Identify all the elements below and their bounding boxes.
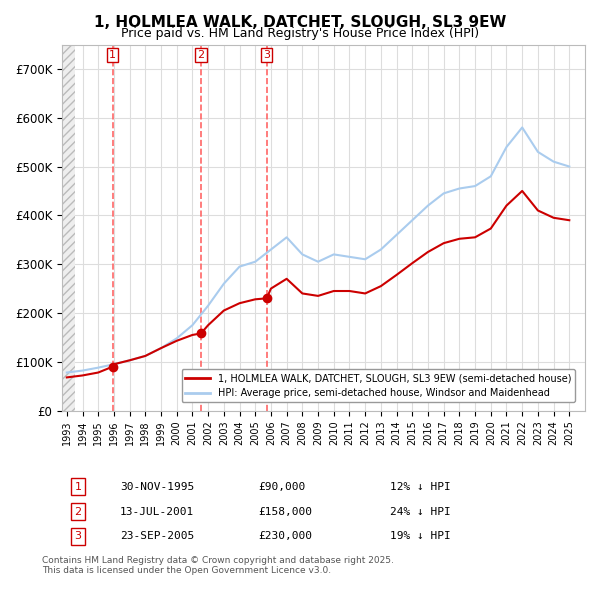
Text: 13-JUL-2001: 13-JUL-2001 xyxy=(120,507,194,516)
Text: 2: 2 xyxy=(74,507,82,516)
Text: Price paid vs. HM Land Registry's House Price Index (HPI): Price paid vs. HM Land Registry's House … xyxy=(121,27,479,40)
Text: £158,000: £158,000 xyxy=(258,507,312,516)
Text: 1, HOLMLEA WALK, DATCHET, SLOUGH, SL3 9EW: 1, HOLMLEA WALK, DATCHET, SLOUGH, SL3 9E… xyxy=(94,15,506,30)
Text: 3: 3 xyxy=(263,50,270,60)
Text: 23-SEP-2005: 23-SEP-2005 xyxy=(120,532,194,541)
Text: 3: 3 xyxy=(74,532,82,541)
Text: 30-NOV-1995: 30-NOV-1995 xyxy=(120,482,194,491)
Legend: 1, HOLMLEA WALK, DATCHET, SLOUGH, SL3 9EW (semi-detached house), HPI: Average pr: 1, HOLMLEA WALK, DATCHET, SLOUGH, SL3 9E… xyxy=(182,369,575,402)
Text: Contains HM Land Registry data © Crown copyright and database right 2025.
This d: Contains HM Land Registry data © Crown c… xyxy=(42,556,394,575)
Text: 19% ↓ HPI: 19% ↓ HPI xyxy=(390,532,451,541)
Text: 12% ↓ HPI: 12% ↓ HPI xyxy=(390,482,451,491)
Text: 1: 1 xyxy=(109,50,116,60)
Text: £230,000: £230,000 xyxy=(258,532,312,541)
Text: 24% ↓ HPI: 24% ↓ HPI xyxy=(390,507,451,516)
Text: 2: 2 xyxy=(197,50,205,60)
Text: 1: 1 xyxy=(74,482,82,491)
Text: £90,000: £90,000 xyxy=(258,482,305,491)
